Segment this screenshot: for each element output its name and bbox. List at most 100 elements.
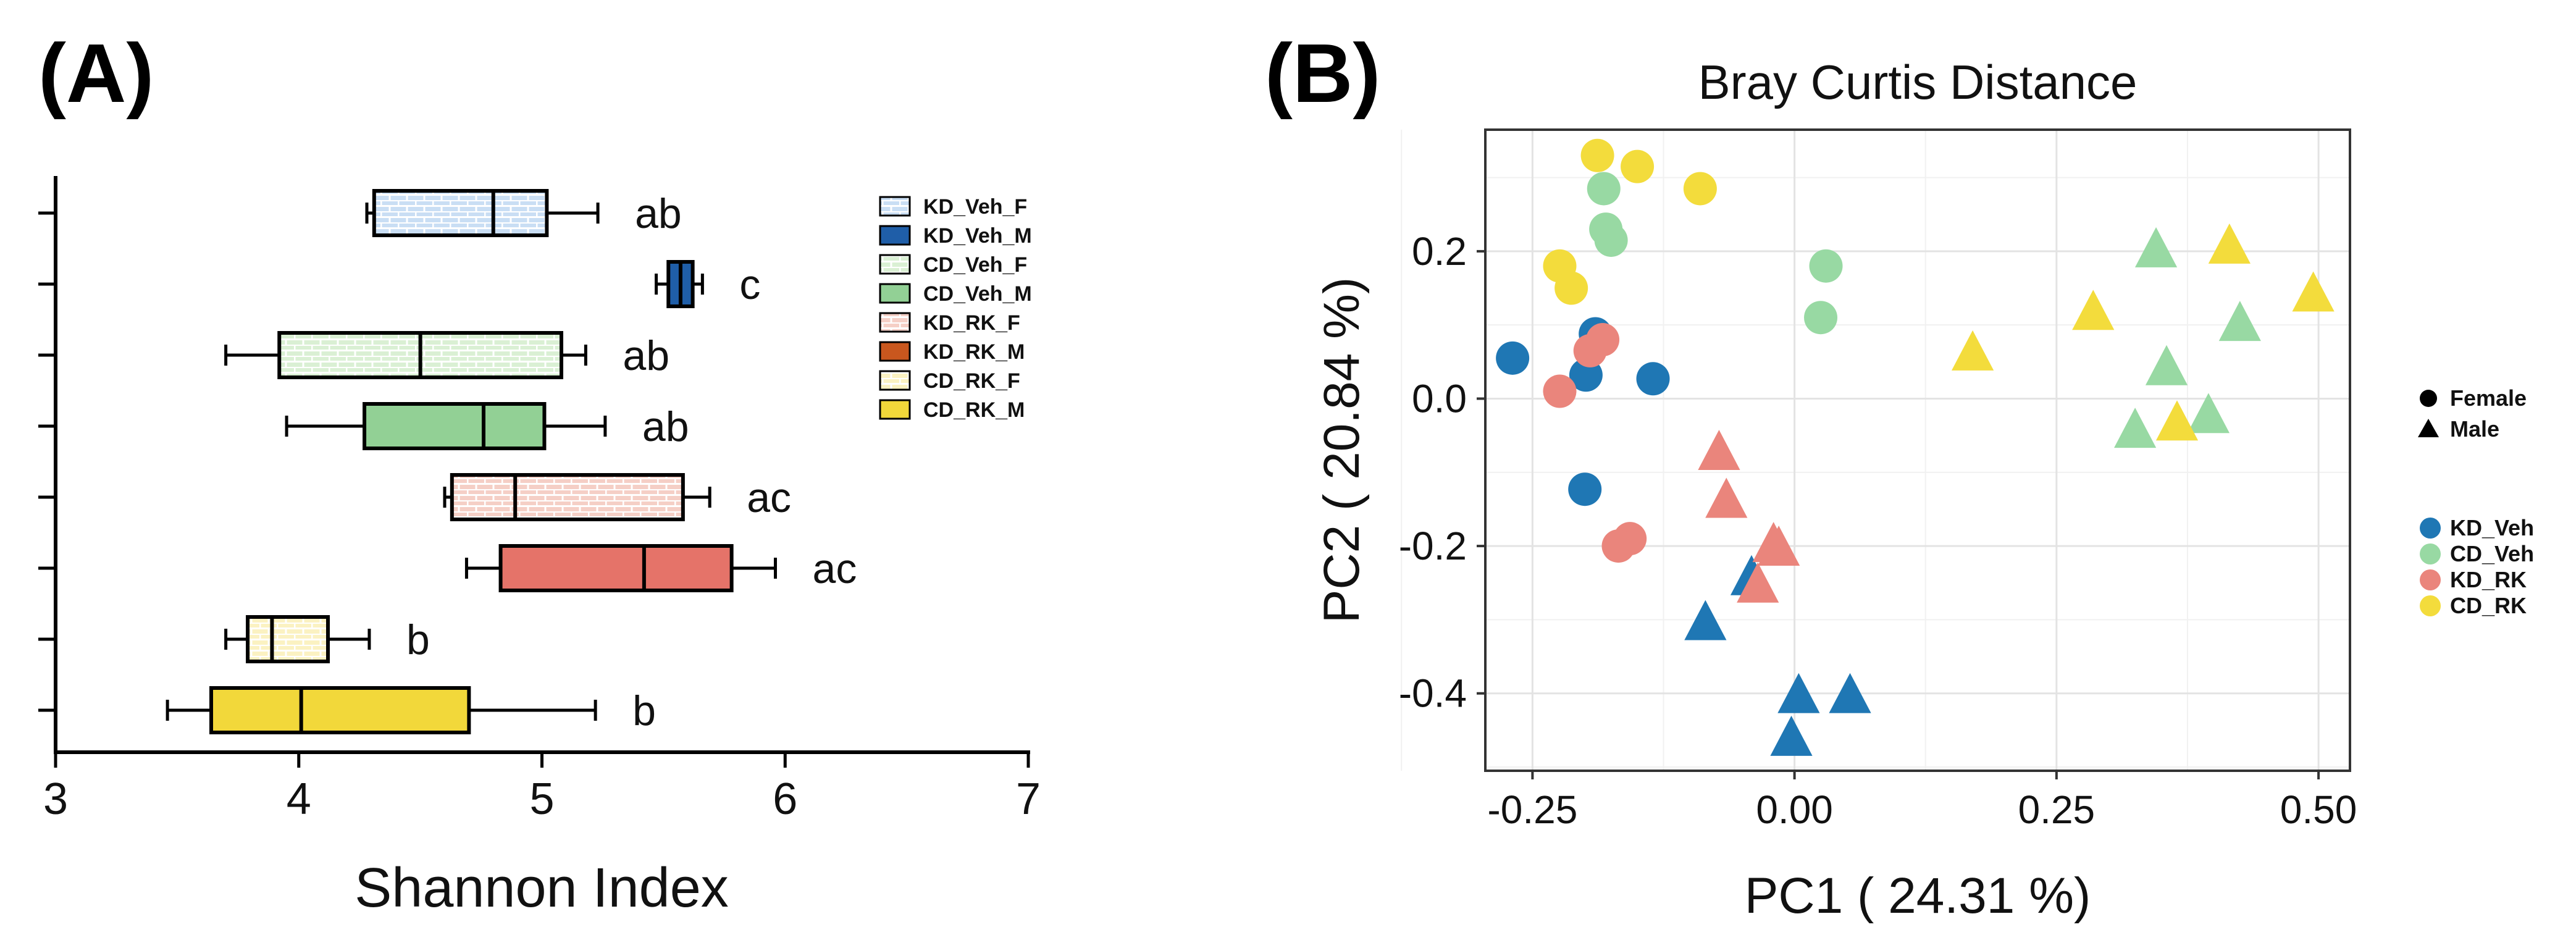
point-male: [2187, 393, 2230, 434]
box-outline: [363, 402, 547, 450]
series-CD_RK: [1543, 138, 2335, 441]
point-female: [1594, 223, 1628, 257]
legend-item: CD_Veh_M: [879, 282, 1032, 306]
pcoa-chart: Bray Curtis Distance -0.25 0.00 0.25 0.50-0…: [1314, 55, 2534, 924]
x-tick-label: 3: [43, 774, 68, 824]
plot-frame: [1484, 128, 2351, 772]
box-outline: [209, 686, 471, 734]
box-outline: [372, 189, 549, 237]
box-body: [364, 404, 545, 448]
y-tick-label: -0.2: [1399, 524, 1467, 568]
legend-item: CD_Veh_F: [879, 253, 1027, 277]
y-tick-label: -0.4: [1399, 671, 1467, 716]
group-legend-label: CD_Veh: [2450, 541, 2534, 566]
point-male: [2218, 301, 2261, 342]
point-female: [1568, 472, 1602, 506]
legend-label: KD_Veh_M: [923, 224, 1032, 248]
legend-color-dot: [2420, 595, 2441, 616]
legend-swatch-pattern: [880, 313, 910, 332]
y-tick-label: 0.2: [1412, 229, 1467, 274]
legend-color-dot: [2420, 518, 2441, 539]
box-KD_Veh_F: ab: [365, 189, 682, 237]
box-outline: [450, 473, 685, 521]
series-CD_Veh: [1587, 172, 2261, 448]
legend-label: CD_RK_F: [923, 369, 1020, 393]
legend-item: CD_RK_M: [879, 398, 1025, 422]
point-female: [1601, 529, 1635, 563]
x-tick-label: 6: [773, 774, 797, 824]
legend-swatch: [880, 284, 910, 303]
series-KD_RK: [1543, 323, 1800, 603]
point-male: [1777, 673, 1820, 713]
point-male: [2145, 345, 2188, 385]
significance-letter: b: [632, 687, 656, 734]
point-female: [1636, 362, 1670, 396]
pcoa-points: [1496, 138, 2335, 756]
legend-item: KD_RK_F: [879, 311, 1020, 335]
x-tick-label: 5: [529, 774, 554, 824]
legend-triangle-icon: [2418, 419, 2439, 437]
shape-legend-item: Male: [2418, 416, 2499, 442]
point-female: [1586, 323, 1620, 357]
point-female: [1543, 374, 1577, 408]
legend-color-dot: [2420, 569, 2441, 590]
point-female: [1587, 172, 1621, 206]
box-pattern: [374, 191, 547, 235]
x-tick-label: 0.25: [2018, 787, 2096, 832]
x-tick-label: 4: [287, 774, 311, 824]
legend-label: KD_RK_M: [923, 340, 1025, 364]
legend-label: KD_Veh_F: [923, 195, 1027, 219]
point-male: [2114, 408, 2157, 448]
point-male: [1758, 526, 1800, 566]
box-CD_Veh_M: ab: [285, 402, 689, 450]
boxplot-x-axis-label: Shannon Index: [355, 857, 729, 919]
box-CD_Veh_F: ab: [224, 331, 669, 379]
point-male: [2072, 290, 2115, 330]
legend-item: KD_Veh_M: [879, 224, 1032, 248]
box-body: [500, 546, 732, 590]
significance-letter: ab: [642, 403, 689, 450]
group-legend-label: KD_Veh: [2450, 515, 2534, 540]
legend-swatch-outline: [879, 254, 911, 275]
legend-swatch-pattern: [880, 255, 910, 274]
x-tick-label: 7: [1016, 774, 1041, 824]
group-legend-item: CD_RK: [2420, 593, 2527, 618]
box-CD_RK_M: b: [166, 686, 656, 734]
box-KD_RK_F: ac: [443, 473, 791, 521]
legend-swatch-pattern: [880, 371, 910, 390]
point-male: [2292, 271, 2335, 312]
legend-color-dot: [2420, 543, 2441, 564]
point-male: [1829, 673, 1871, 713]
y-tick-label: 0.0: [1412, 376, 1467, 421]
legend-label: KD_RK_F: [923, 311, 1020, 335]
legend-swatch-outline: [879, 399, 911, 420]
box-KD_RK_M: ac: [464, 544, 857, 592]
point-male: [2208, 223, 2251, 264]
pcoa-title: Bray Curtis Distance: [1698, 55, 2138, 109]
legend-label: CD_RK_M: [923, 398, 1025, 422]
legend-swatch-outline: [879, 196, 911, 217]
point-male: [2134, 227, 2178, 267]
pcoa-axes: -0.25 0.00 0.25 0.50 -0.4 -0.2 0.0 0.2: [1399, 128, 2357, 832]
legend-swatch-pattern: [880, 197, 910, 216]
boxplot-legend: KD_Veh_F KD_Veh_M CD_Veh_F CD_Veh_M KD_RK_F K…: [879, 195, 1032, 422]
group-legend-label: CD_RK: [2450, 593, 2527, 618]
legend-swatch: [880, 400, 910, 419]
x-tick-label: 0.00: [1756, 787, 1833, 832]
shape-legend-item: Female: [2420, 385, 2527, 411]
legend-swatch-outline: [879, 283, 911, 304]
point-female: [1496, 341, 1530, 375]
point-female: [1809, 249, 1843, 283]
group-legend-item: KD_Veh: [2420, 515, 2534, 540]
legend-label: CD_Veh_F: [923, 253, 1027, 277]
x-tick-label: -0.25: [1487, 787, 1577, 832]
box-pattern: [248, 617, 328, 661]
box-CD_RK_F: b: [224, 615, 430, 663]
box-KD_Veh_M: c: [655, 260, 760, 308]
legend-swatch-outline: [879, 312, 911, 333]
box-body: [211, 688, 469, 732]
significance-letter: c: [739, 261, 760, 308]
